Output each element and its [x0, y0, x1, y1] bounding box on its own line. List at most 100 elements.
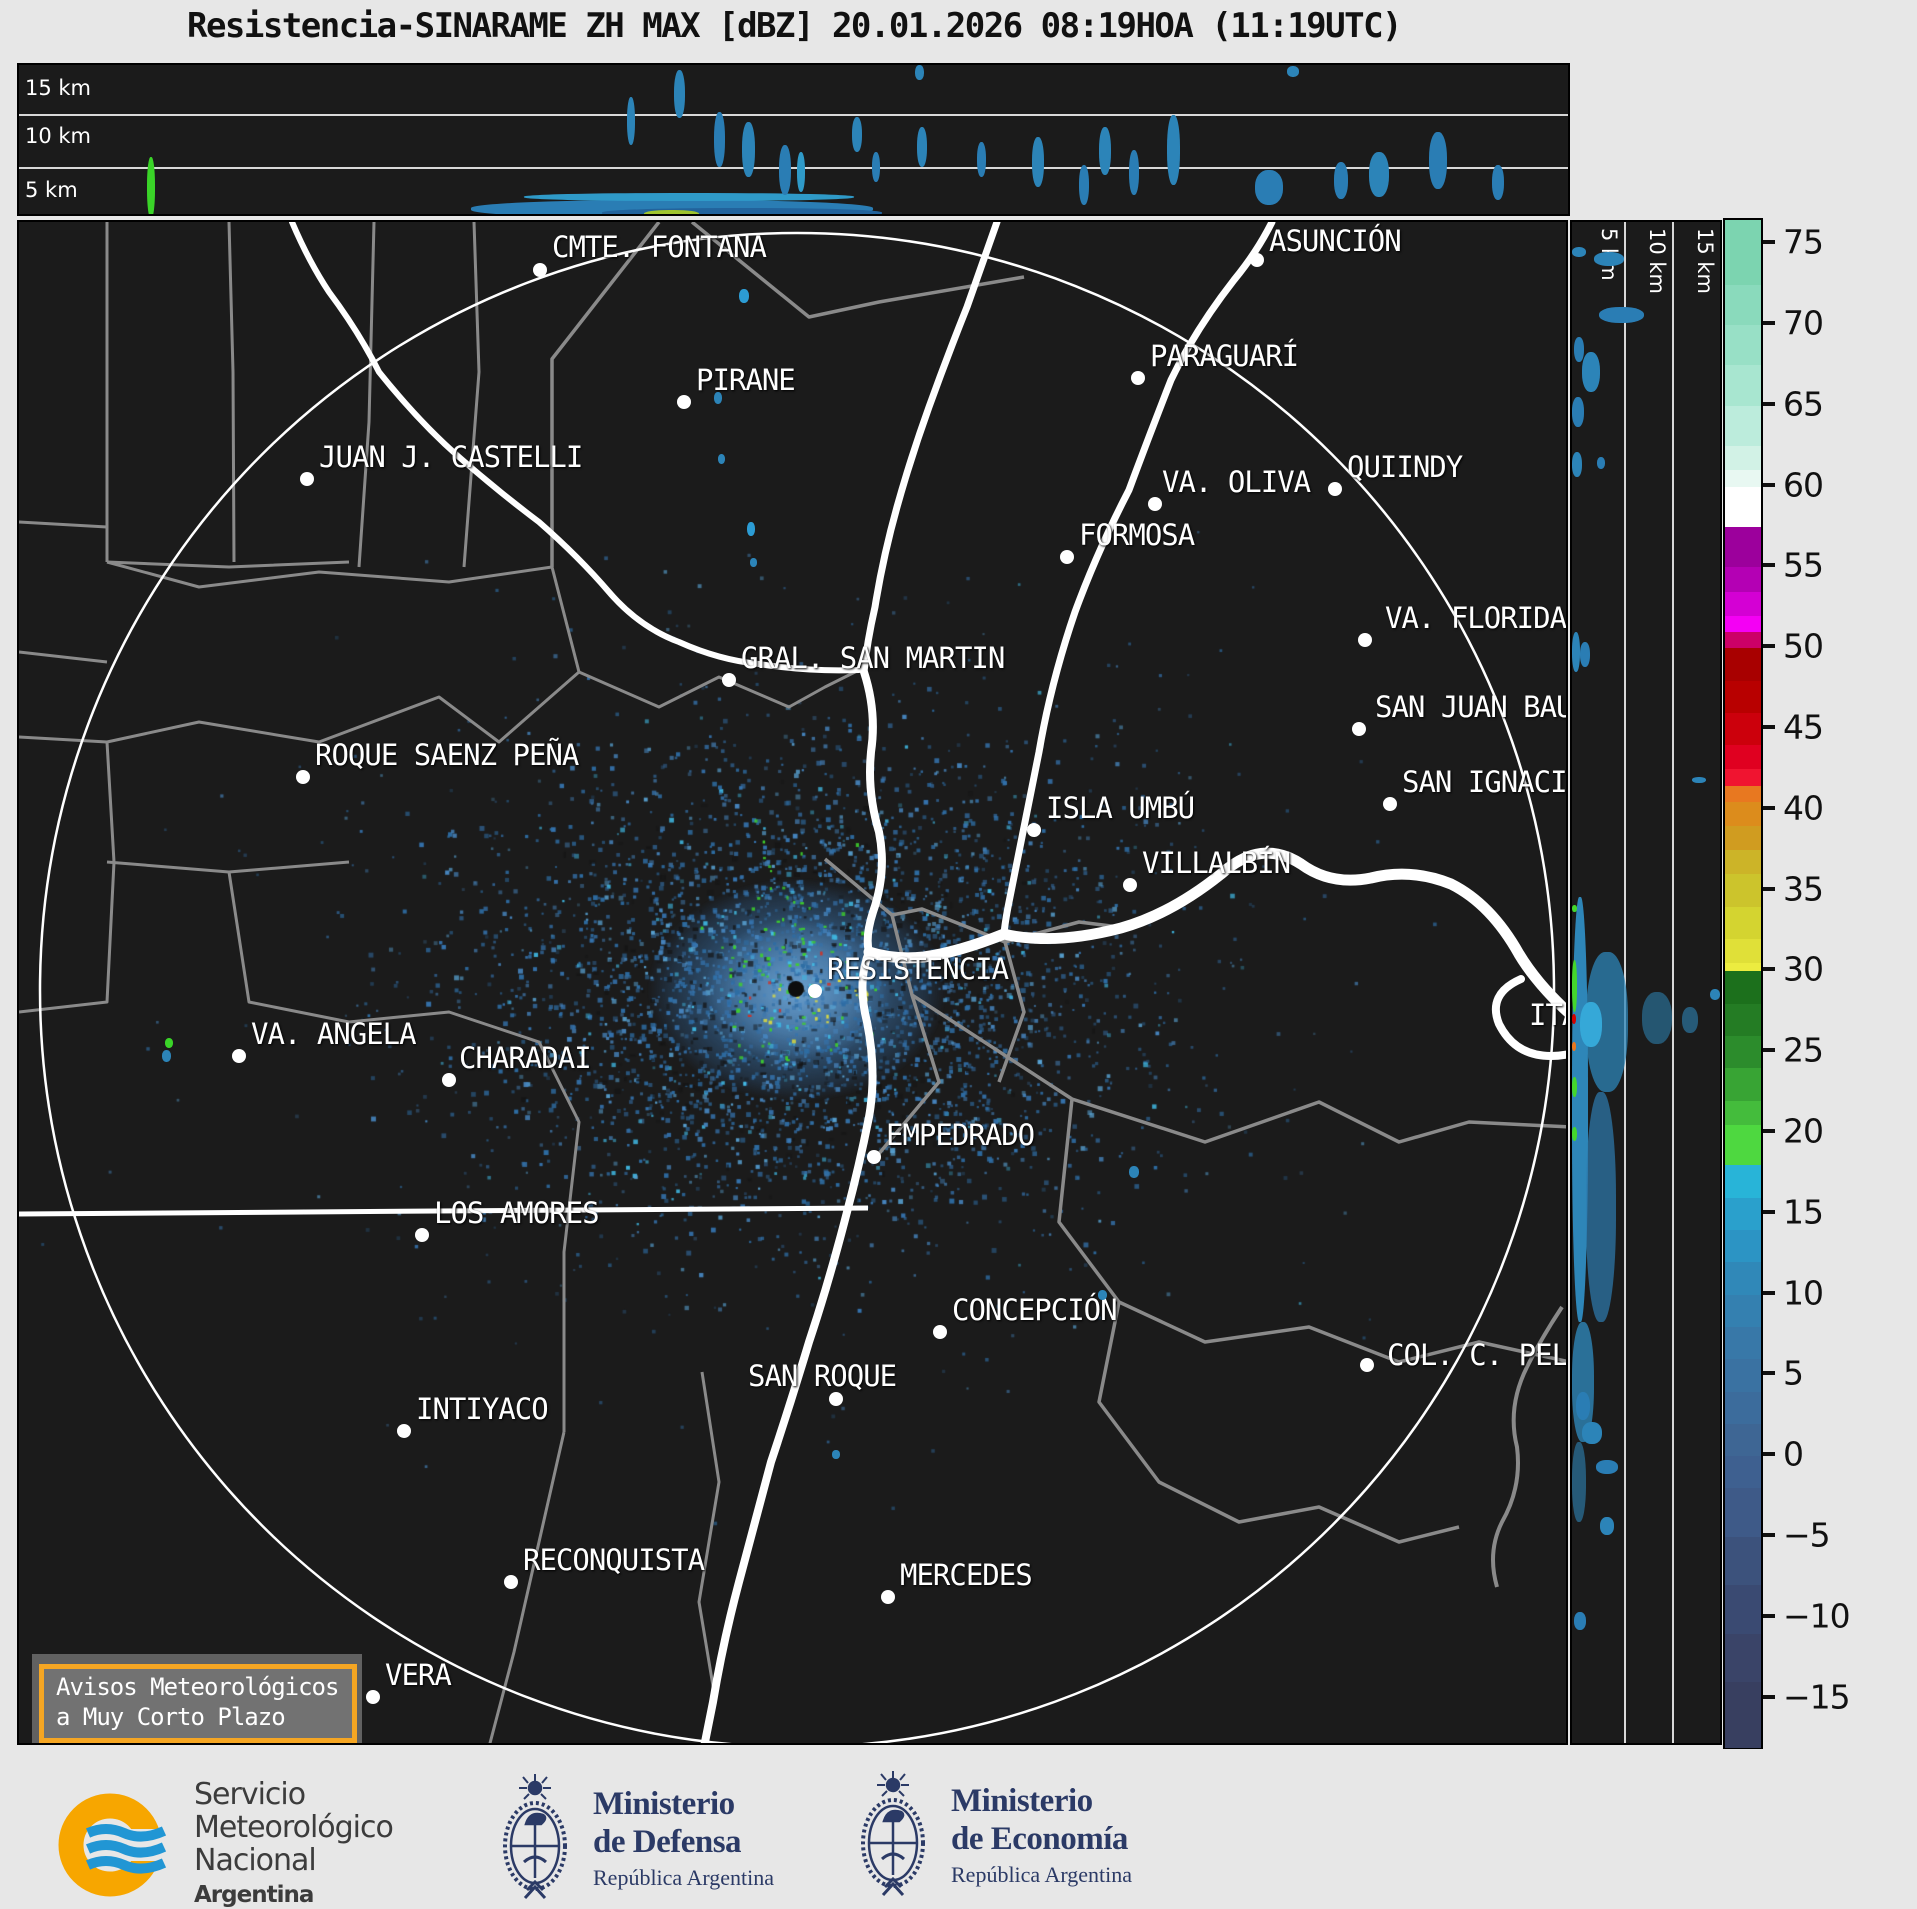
profile-echo: [1032, 137, 1044, 187]
colorbar-segment: [1725, 825, 1761, 851]
profile-echo: [1572, 1127, 1577, 1141]
profile-echo: [1099, 127, 1111, 175]
colorbar-tick-mark: [1763, 805, 1775, 810]
map-lines-layer: [19, 222, 1566, 1743]
map-point-echo: [739, 289, 749, 303]
colorbar-segment: [1725, 1456, 1761, 1490]
profile-echo: [1582, 352, 1600, 392]
profile-echo: [779, 145, 791, 195]
colorbar-segment: [1725, 1633, 1761, 1683]
profile-echo: [1572, 905, 1577, 912]
colorbar-segment: [1725, 591, 1761, 617]
defensa-line1: Ministerio: [593, 1786, 735, 1822]
colorbar-segment: [1725, 680, 1761, 714]
alert-banner-frame[interactable]: Avisos Meteorológicos a Muy Corto Plazo: [39, 1664, 357, 1743]
colorbar-tick-mark: [1763, 1694, 1775, 1699]
city-dot: [1250, 253, 1264, 267]
colorbar-segment: [1725, 1036, 1761, 1069]
colorbar-segment: [1725, 648, 1761, 682]
colorbar-segment: [1725, 874, 1761, 908]
altitude-axis-label: 5 km: [25, 178, 78, 202]
economia-line2: de Economía: [951, 1821, 1128, 1857]
colorbar-segment: [1725, 405, 1761, 447]
profile-echo: [1572, 632, 1580, 672]
colorbar-segment: [1725, 1003, 1761, 1037]
colorbar-tick-mark: [1763, 967, 1775, 972]
smn-line2: Meteorológico: [194, 1810, 394, 1845]
colorbar-tick-mark: [1763, 644, 1775, 649]
city-label: JUAN J. CASTELLI: [319, 440, 583, 474]
profile-echo: [872, 152, 880, 182]
city-label: ASUNCIÓN: [1269, 224, 1402, 258]
profile-echo: [1334, 162, 1348, 199]
colorbar-segment: [1725, 769, 1761, 787]
smn-logo-group: Servicio Meteorológico Nacional Argentin…: [58, 1778, 394, 1909]
colorbar-segment: [1725, 446, 1761, 472]
city-label: SAN JUAN BAUTISTA: [1375, 690, 1566, 724]
profile-echo: [742, 122, 755, 177]
reflectivity-colorbar: 75 70 65 60 55 50 45 40 35 30 25 20 15 10 5 0 −5 −10 −15: [1723, 218, 1917, 1749]
profile-echo: [1572, 452, 1582, 477]
city-dot: [829, 1392, 843, 1406]
altitude-gridline: [19, 114, 1568, 116]
colorbar-tick-mark: [1763, 240, 1775, 245]
city-dot: [1123, 878, 1137, 892]
city-dot: [232, 1049, 246, 1063]
profile-echo: [915, 65, 924, 80]
colorbar-tick-label: 55: [1783, 545, 1824, 585]
colorbar-tick-mark: [1763, 1532, 1775, 1537]
city-label: VA. ANGELA: [251, 1017, 417, 1051]
profile-echo: [1576, 1392, 1590, 1420]
top-height-profile-panel: 15 km 10 km 5 km: [17, 63, 1570, 216]
colorbar-segment: [1725, 1585, 1761, 1635]
map-point-echo: [162, 1050, 171, 1062]
colorbar-gradient: [1723, 218, 1763, 1749]
colorbar-segment: [1725, 365, 1761, 407]
city-label: GRAL. SAN MARTIN: [741, 641, 1005, 675]
smn-line4: Argentina: [194, 1882, 314, 1908]
alert-banner-line1: Avisos Meteorológicos: [56, 1673, 339, 1701]
smn-logo-text: Servicio Meteorológico Nacional Argentin…: [194, 1778, 394, 1909]
colorbar-segment: [1725, 1100, 1761, 1126]
city-dot: [1328, 482, 1342, 496]
defensa-line2: de Defensa: [593, 1824, 742, 1860]
city-label: SAN IGNACIO: [1402, 765, 1568, 799]
map-point-echo: [1129, 1166, 1139, 1178]
profile-echo: [1597, 457, 1605, 469]
altitude-axis-label: 10 km: [25, 124, 92, 148]
city-label: QUIINDY: [1347, 450, 1463, 484]
city-label: CMTE. FONTANA: [552, 230, 767, 264]
profile-echo: [1129, 150, 1139, 195]
profile-echo: [1167, 115, 1180, 185]
altitude-axis-label: 15 km: [25, 76, 92, 100]
city-label: ISLA UMBÚ: [1046, 791, 1195, 825]
profile-echo: [1572, 960, 1577, 1012]
colorbar-tick-label: −15: [1783, 1677, 1851, 1717]
alert-banner[interactable]: Avisos Meteorológicos a Muy Corto Plazo: [32, 1654, 362, 1743]
colorbar-tick-mark: [1763, 1290, 1775, 1295]
altitude-gridline: [1672, 222, 1674, 1743]
colorbar-tick-label: 5: [1783, 1353, 1804, 1393]
profile-echo: [1572, 1014, 1576, 1024]
profile-echo: [1600, 1517, 1614, 1535]
colorbar-tick-label: 60: [1783, 465, 1824, 505]
city-dot: [415, 1228, 429, 1242]
colorbar-segment: [1725, 1229, 1761, 1263]
profile-echo: [1572, 1042, 1576, 1051]
profile-echo: [1710, 989, 1720, 1000]
profile-echo: [1079, 165, 1089, 205]
altitude-axis-label: 15 km: [1693, 228, 1717, 295]
city-label: VERA: [385, 1658, 452, 1692]
defensa-line3: República Argentina: [593, 1865, 775, 1890]
profile-echo: [1255, 170, 1283, 205]
economia-line1: Ministerio: [951, 1783, 1093, 1819]
colorbar-segment: [1725, 1165, 1761, 1199]
colorbar-segment: [1725, 1124, 1761, 1166]
colorbar-segment: [1725, 939, 1761, 964]
city-label: EMPEDRADO: [886, 1118, 1035, 1152]
colorbar-segment: [1725, 906, 1761, 940]
city-dot: [397, 1424, 411, 1438]
smn-logo-icon: [58, 1793, 180, 1897]
